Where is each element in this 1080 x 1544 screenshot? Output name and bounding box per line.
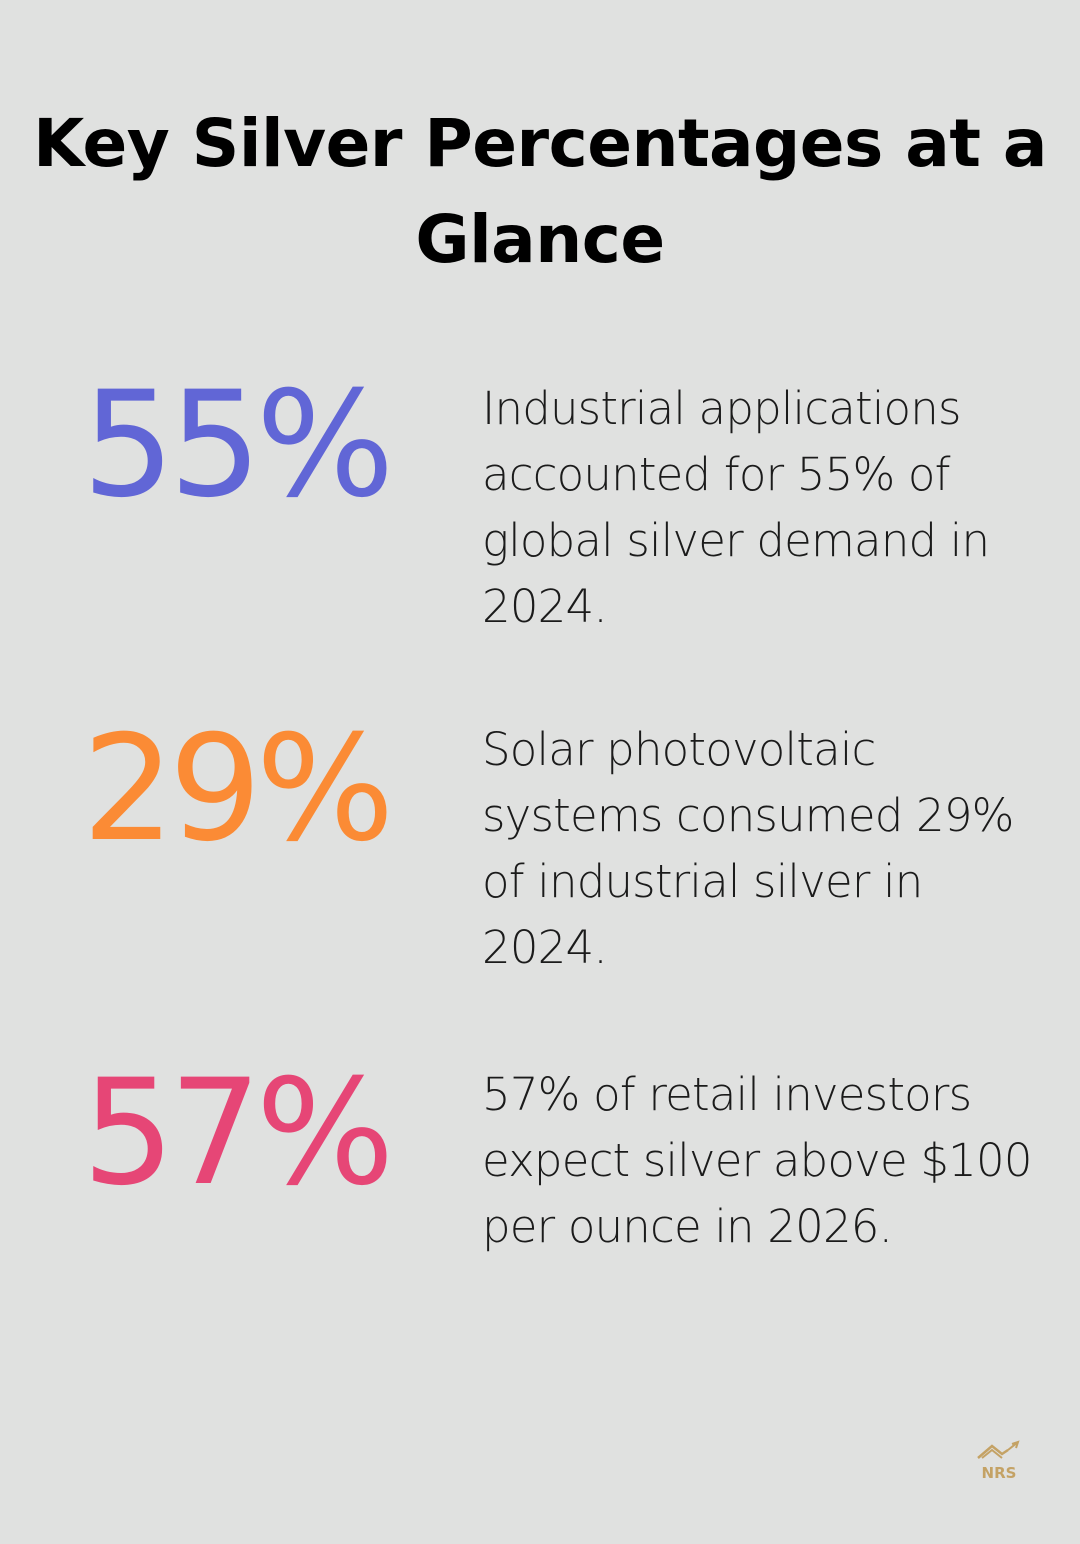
stat-description: 57% of retail investors expect silver ab… xyxy=(482,1068,1032,1253)
logo-text: NRS xyxy=(982,1464,1017,1482)
stat-percentage: 29% xyxy=(82,704,395,874)
nrs-logo: NRS xyxy=(974,1438,1024,1482)
page-title: Key Silver Percentages at a Glance xyxy=(33,105,1047,278)
stat-percentage: 55% xyxy=(82,360,395,530)
stat-description: Solar photovoltaic systems consumed 29% … xyxy=(482,723,1014,974)
stat-description: Industrial applications accounted for 55… xyxy=(482,382,990,633)
stat-percentage: 57% xyxy=(82,1048,395,1218)
house-chart-icon: NRS xyxy=(977,1440,1020,1482)
